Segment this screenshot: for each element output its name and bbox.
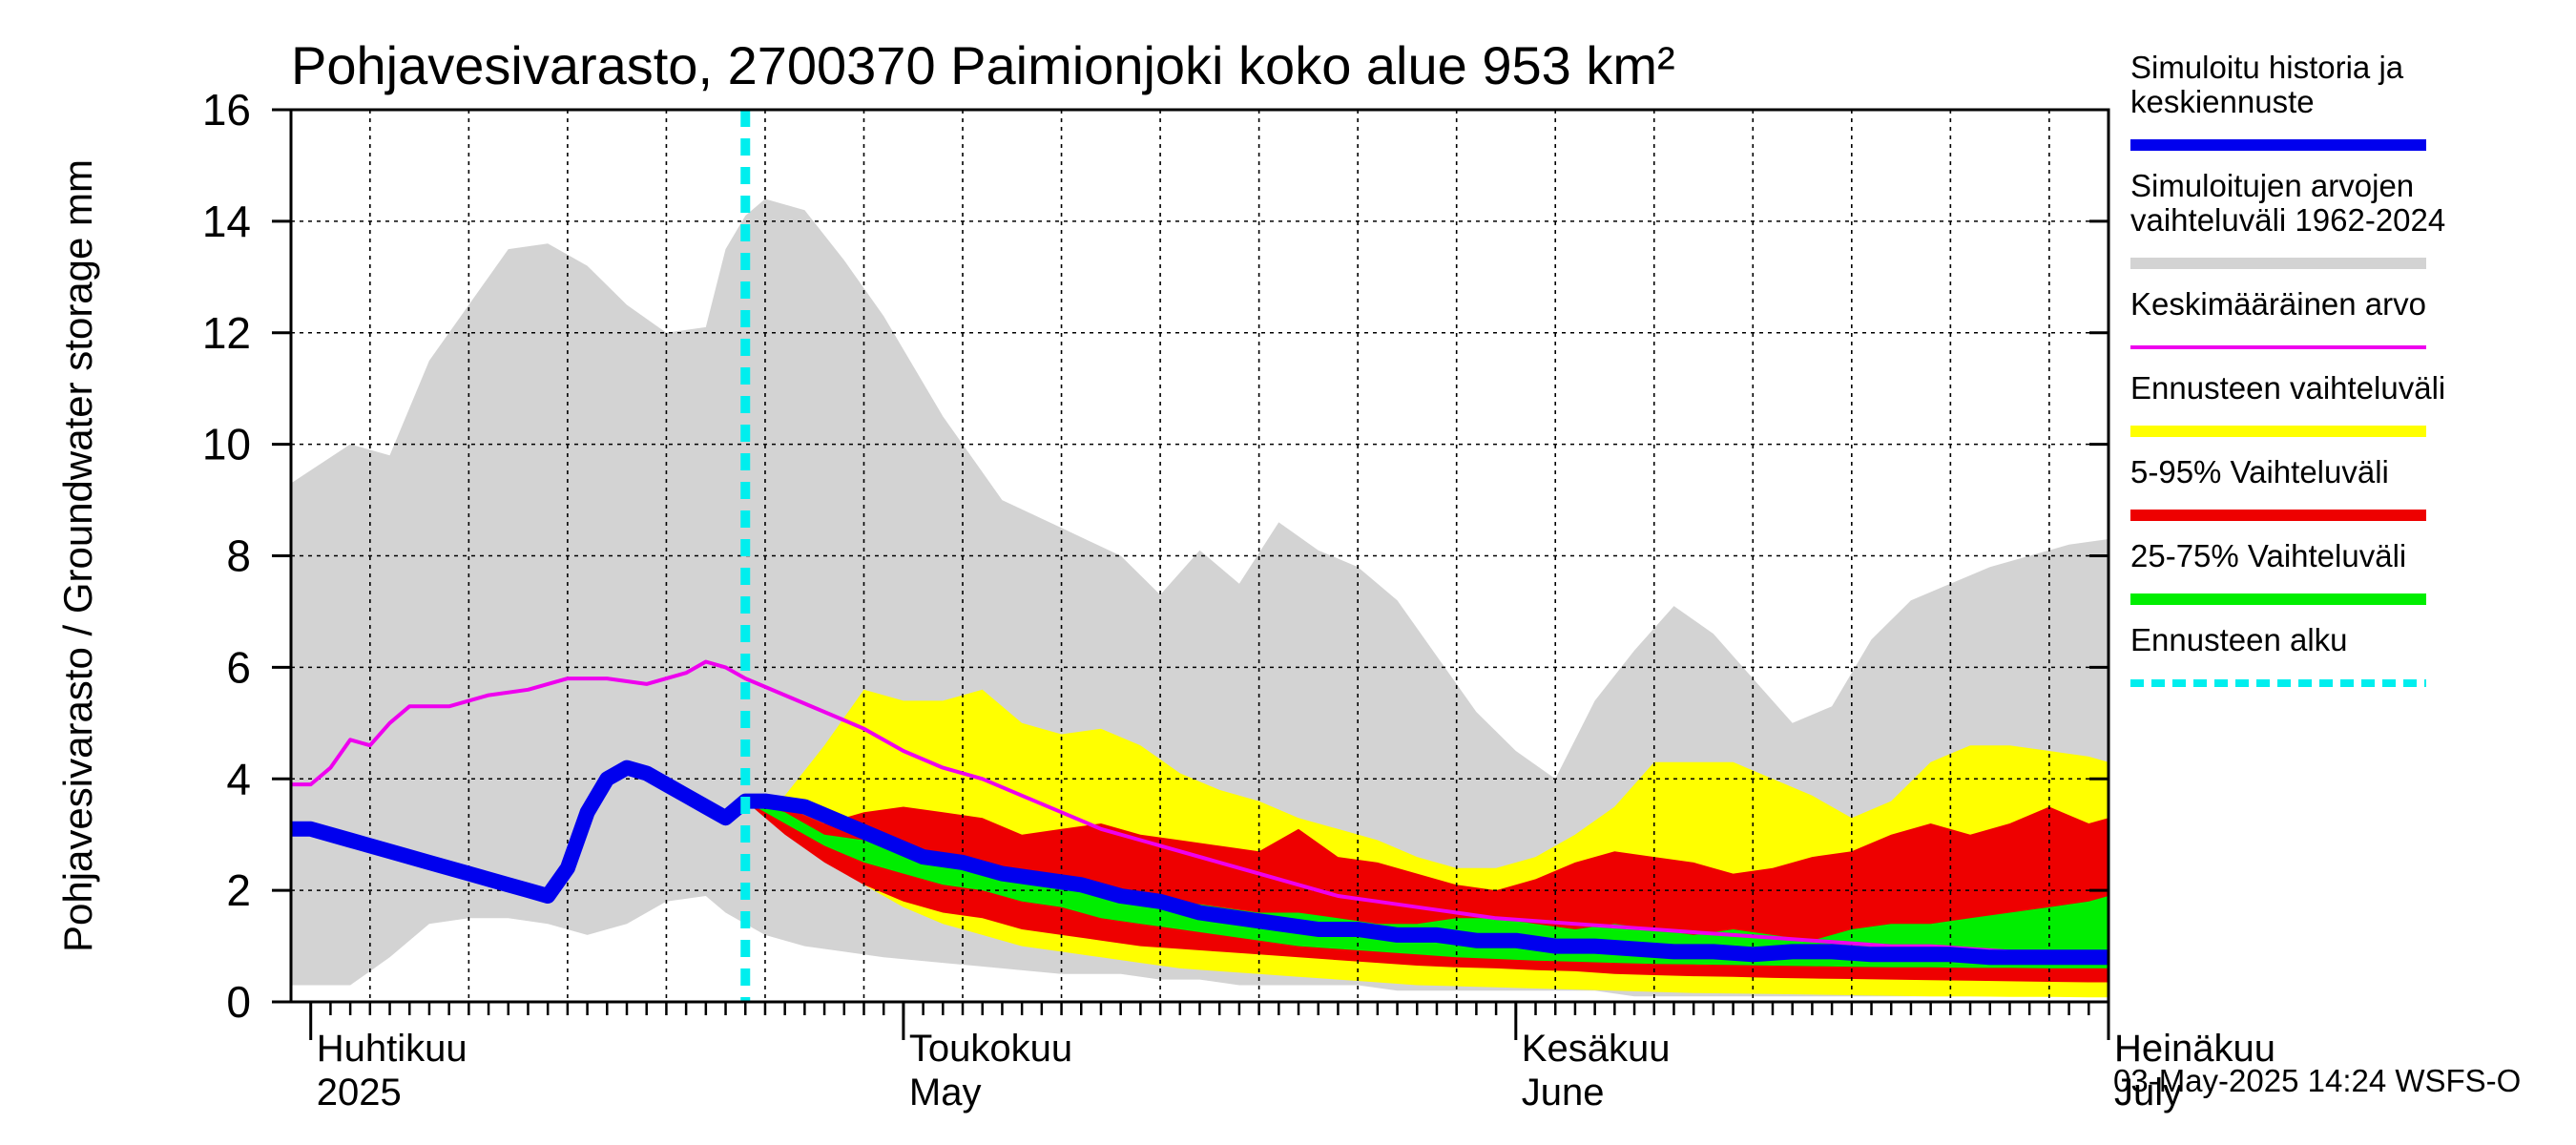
legend-label: Ennusteen alku (2130, 622, 2348, 657)
month-label-en: 2025 (317, 1072, 402, 1114)
y-tick-label: 14 (202, 197, 251, 246)
month-label-fi: Toukokuu (909, 1028, 1072, 1070)
legend-label: Ennusteen vaihteluväli (2130, 370, 2445, 406)
y-tick-label: 8 (226, 531, 251, 581)
timestamp: 03-May-2025 14:24 WSFS-O (2113, 1063, 2521, 1098)
legend-label: Simuloitujen arvojen (2130, 168, 2414, 203)
series-lines (291, 110, 2109, 1002)
line-keskim-r-inen-arvo (291, 659, 2109, 960)
legend-label: Keskimääräinen arvo (2130, 286, 2426, 322)
legend-label: Simuloitu historia ja (2130, 50, 2404, 85)
legend-label: vaihteluväli 1962-2024 (2130, 202, 2445, 238)
gridlines (291, 110, 2109, 1002)
y-tick-label: 12 (202, 308, 251, 358)
month-label-fi: Kesäkuu (1522, 1028, 1671, 1070)
month-label-fi: Heinäkuu (2114, 1028, 2275, 1070)
chart-title: Pohjavesivarasto, 2700370 Paimionjoki ko… (291, 35, 1675, 95)
y-tick-label: 6 (226, 642, 251, 692)
month-label-en: July (2114, 1072, 2182, 1114)
month-label-fi: Huhtikuu (317, 1028, 467, 1070)
y-tick-label: 10 (202, 420, 251, 469)
month-label-en: June (1522, 1072, 1605, 1114)
y-axis-label: Pohjavesivarasto / Groundwater storage m… (55, 159, 100, 952)
y-tick-label: 2 (226, 865, 251, 915)
legend-label: 25-75% Vaihteluväli (2130, 538, 2406, 573)
legend-label: 5-95% Vaihteluväli (2130, 454, 2389, 489)
y-tick-label: 16 (202, 85, 251, 135)
y-tick-label: 4 (226, 754, 251, 803)
month-label-en: May (909, 1072, 982, 1114)
line-simuloitu-historia-ja-keskiennuste (291, 760, 2109, 966)
legend-label: keskiennuste (2130, 84, 2315, 119)
y-tick-label: 0 (226, 977, 251, 1027)
